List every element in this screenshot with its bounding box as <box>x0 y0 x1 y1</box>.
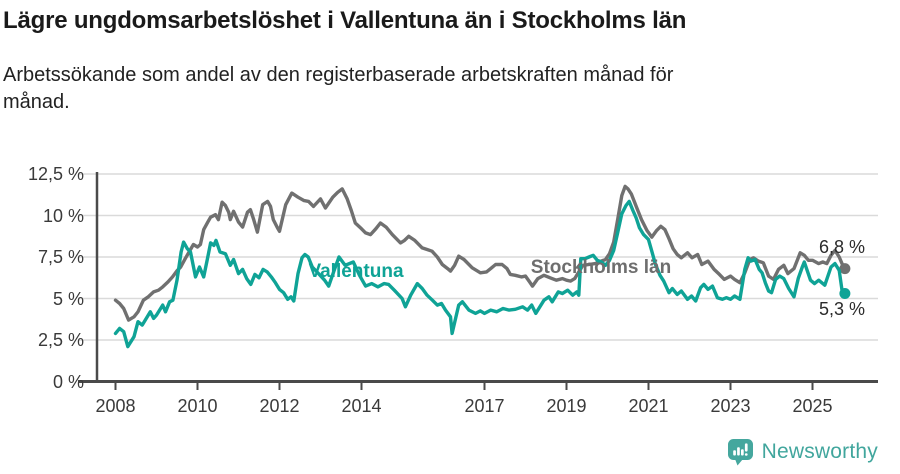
end-value-label-stockholms-lan: 6,8 % <box>819 237 866 257</box>
x-tick-label: 2017 <box>464 396 505 416</box>
series-label-vallentuna: Vallentuna <box>308 261 404 282</box>
y-tick-label: 2,5 % <box>37 330 84 350</box>
chart-subtitle-line1: Arbetssökande som andel av den registerb… <box>3 64 674 86</box>
newsworthy-logo-icon <box>727 439 753 466</box>
y-tick-label: 5 % <box>52 288 84 309</box>
x-tick-label: 2012 <box>259 396 300 416</box>
newsworthy-logo: Newsworthy <box>727 438 878 466</box>
end-value-label-vallentuna: 5,3 % <box>819 299 866 319</box>
x-tick-label: 2010 <box>177 396 218 416</box>
chart-subtitle-line2: månad. <box>3 91 70 113</box>
newsworthy-logo-text: Newsworthy <box>761 440 878 463</box>
y-tick-label: 7,5 % <box>37 247 84 267</box>
series-label-stockholms-lan: Stockholms län <box>530 257 672 278</box>
x-tick-label: 2008 <box>95 396 136 416</box>
x-tick-label: 2021 <box>628 396 669 416</box>
y-tick-label: 10 % <box>42 205 84 226</box>
x-tick-label: 2023 <box>710 396 751 416</box>
x-tick-label: 2019 <box>546 396 587 416</box>
y-tick-label: 0 % <box>52 371 84 392</box>
page-title: Lägre ungdomsarbetslöshet i Vallentuna ä… <box>3 7 687 34</box>
y-tick-label: 12,5 % <box>27 164 84 184</box>
x-tick-label: 2025 <box>792 396 833 416</box>
series-line-vallentuna <box>113 199 847 349</box>
end-dot-stockholms-län <box>839 263 851 275</box>
chart-subtitle: Arbetssökande som andel av den registerb… <box>3 62 823 116</box>
x-tick-label: 2014 <box>341 396 382 416</box>
series-line-stockholms-län <box>113 184 847 322</box>
end-dot-vallentuna <box>839 288 851 300</box>
